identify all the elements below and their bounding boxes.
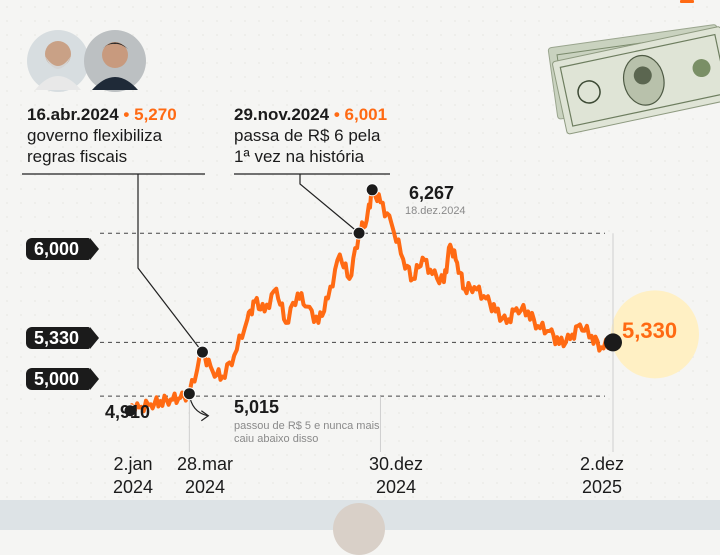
portrait-icon-bottom xyxy=(333,503,385,555)
annotation-text-line2: 1ª vez na história xyxy=(234,147,365,166)
annotation-separator: • xyxy=(329,105,345,124)
x-tick-day: 28.mar xyxy=(176,454,234,474)
annotation-text-line2: regras fiscais xyxy=(27,147,128,166)
annotation-date: 16.abr.2024 xyxy=(27,105,119,124)
annotation-date: 29.nov.2024 xyxy=(234,105,330,124)
annotation-text-line1: passa de R$ 6 pela xyxy=(234,126,381,145)
annotation-november-2024: 29.nov.2024 • 6,001 passa de R$ 6 pela 1… xyxy=(234,104,387,167)
reference-label-6000: 6,000 xyxy=(26,238,100,260)
annotation-value: 5,270 xyxy=(134,105,177,124)
x-tick-year: 2024 xyxy=(112,477,154,497)
highlight-point xyxy=(123,404,137,418)
portrait-icon-haddad xyxy=(84,30,146,92)
end-value-label: 5,330 xyxy=(622,318,678,343)
start-value-label: 4,910 xyxy=(105,402,151,422)
annotation-april-2024: 16.abr.2024 • 5,270 governo flexibiliza … xyxy=(27,104,177,167)
x-tick-label: 30.dez 2024 xyxy=(356,453,436,499)
x-tick-day: 2.dez xyxy=(579,454,625,474)
x-tick-year: 2025 xyxy=(581,477,623,497)
annotation-separator: • xyxy=(118,105,135,124)
annotation-leader xyxy=(299,174,360,234)
x-tick-day: 2.jan xyxy=(113,454,153,474)
max-date-label: 18.dez.2024 xyxy=(405,205,466,217)
annotation-value: 6,001 xyxy=(344,105,388,124)
reference-label-5000: 5,000 xyxy=(26,368,100,390)
dollar-bills-icon xyxy=(547,24,720,135)
cross-5-note: passou de R$ 5 e nunca mais caiu abaixo … xyxy=(234,420,380,445)
x-tick-label: 2.jan 2024 xyxy=(105,453,161,499)
end-value-highlight xyxy=(611,290,699,379)
annotation-text-line1: governo flexibiliza xyxy=(27,126,163,145)
max-value-label: 6,267 xyxy=(409,183,455,203)
x-tick-label: 2.dez 2025 xyxy=(570,453,634,499)
x-tick-year: 2024 xyxy=(184,477,226,497)
x-tick-year: 2024 xyxy=(375,477,417,497)
line-chart xyxy=(22,24,720,452)
reference-label-5330: 5,330 xyxy=(26,327,100,349)
highlight-point xyxy=(352,226,366,240)
exchange-rate-line xyxy=(128,184,615,417)
brand-mark xyxy=(680,0,694,3)
portrait-icon-lula xyxy=(27,30,89,92)
x-tick-label: 28.mar 2024 xyxy=(160,453,250,499)
highlight-point xyxy=(604,333,622,352)
highlight-point xyxy=(365,183,379,197)
cross-5-arrowhead xyxy=(200,410,210,422)
cross-5-value-label: 5,015 xyxy=(234,397,280,417)
highlight-point xyxy=(195,345,209,359)
annotation-leader xyxy=(137,174,203,353)
x-tick-day: 30.dez xyxy=(368,454,424,474)
highlight-point xyxy=(182,387,196,401)
